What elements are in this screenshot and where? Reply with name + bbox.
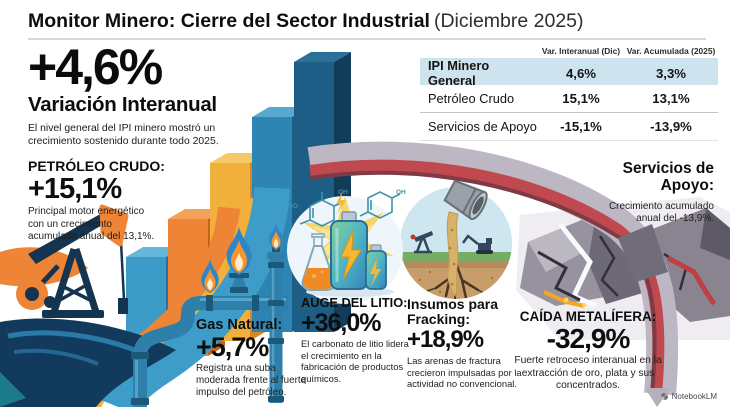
headline-label: Variación Interanual: [28, 93, 217, 116]
lithium-illustration: HO OH OH: [287, 189, 406, 304]
footer-brand-label: NotebookLM: [671, 392, 717, 401]
page-title-main: Monitor Minero: Cierre del Sector Indust…: [28, 10, 430, 32]
fracking-description: Las arenas de fractura crecieron impulsa…: [407, 355, 522, 390]
servicios-title: Servicios de Apoyo:: [622, 160, 714, 195]
fracking-title: Insumos para Fracking:: [407, 296, 499, 328]
metalifera-title: CAÍDA METALÍFERA:: [519, 309, 657, 324]
table-row-petroleo-crudo: Petróleo Crudo 15,1% 13,1%: [428, 91, 690, 106]
metal-rocks-icon: [516, 197, 730, 340]
page-title-subtitle: (Diciembre 2025): [433, 10, 584, 32]
table-row-ipi-general: IPI Minero General 4,6% 3,3%: [420, 58, 718, 88]
title-divider: [28, 38, 706, 40]
headline-value: +4,6%: [28, 39, 163, 95]
section-gas-natural: Gas Natural: +5,7% Registra una suba mod…: [196, 317, 324, 399]
column-header-acumulada: Var. Acumulada (2025): [626, 46, 716, 56]
column-header-interanual: Var. Interanual (Dic): [541, 46, 621, 56]
petroleo-value: +15,1%: [28, 173, 122, 205]
decline-ribbon-icon: [307, 141, 679, 407]
mini-excavator-icon: [461, 234, 493, 254]
section-insumos-fracking: Insumos para Fracking: +18,9% Las arenas…: [407, 296, 525, 390]
chemistry-flask-icon: [301, 233, 336, 291]
mini-pumpjack-icon: [410, 231, 433, 254]
lightning-icon: [336, 192, 346, 214]
litio-title: AUGE DEL LITIO:: [301, 295, 408, 310]
footer-brand: NotebookLM: [660, 392, 717, 401]
oil-pump-icon: [0, 204, 176, 407]
sand-stream-icon: [446, 211, 459, 297]
headline-description: El nivel general del IPI minero mostró u…: [28, 123, 219, 148]
fracking-value: +18,9%: [407, 326, 484, 354]
molecule-label: OH: [338, 189, 348, 196]
section-caida-metalifera: CAÍDA METALÍFERA: -32,9% Fuerte retroces…: [512, 309, 664, 392]
metalifera-value: -32,9%: [546, 323, 631, 354]
molecule-label: OH: [396, 189, 406, 196]
litio-value: +36,0%: [301, 309, 382, 337]
stats-table: Var. Interanual (Dic) Var. Acumulada (20…: [420, 44, 718, 141]
gas-value: +5,7%: [196, 332, 269, 362]
petroleo-title: PETRÓLEO CRUDO:: [28, 158, 165, 174]
servicios-description: Crecimiento acumulado anual del -13,9%.: [608, 200, 714, 225]
molecule-label: HO: [288, 203, 298, 210]
notebooklm-logo-icon: [660, 392, 668, 401]
fracking-bucket-icon: [443, 179, 488, 221]
page-title: Monitor Minero: Cierre del Sector Indust…: [28, 10, 584, 33]
table-row-servicios-apoyo: Servicios de Apoyo -15,1% -13,9%: [420, 112, 718, 141]
gas-description: Registra una suba moderada frente al fue…: [196, 363, 307, 399]
headline-block: +4,6% Variación Interanual El nivel gene…: [28, 42, 243, 149]
fracking-scene-icon: [400, 179, 512, 299]
petroleo-description: Principal motor energético con un crecim…: [28, 206, 155, 242]
section-servicios-apoyo: Servicios de Apoyo: Crecimiento acumulad…: [586, 160, 714, 226]
metalifera-description: Fuerte retroceso interanual en la extrac…: [514, 355, 662, 391]
gas-pipes-icon: [131, 223, 288, 407]
section-petroleo-crudo: PETRÓLEO CRUDO: +15,1% Principal motor e…: [28, 158, 178, 243]
gas-title: Gas Natural:: [196, 317, 283, 333]
section-auge-litio: AUGE DEL LITIO: +36,0% El carbonato de l…: [301, 295, 411, 384]
litio-description: El carbonato de litio lidera el crecimie…: [301, 338, 409, 384]
lithium-battery-icon: [330, 211, 387, 290]
stats-table-header: Var. Interanual (Dic) Var. Acumulada (20…: [420, 44, 718, 58]
